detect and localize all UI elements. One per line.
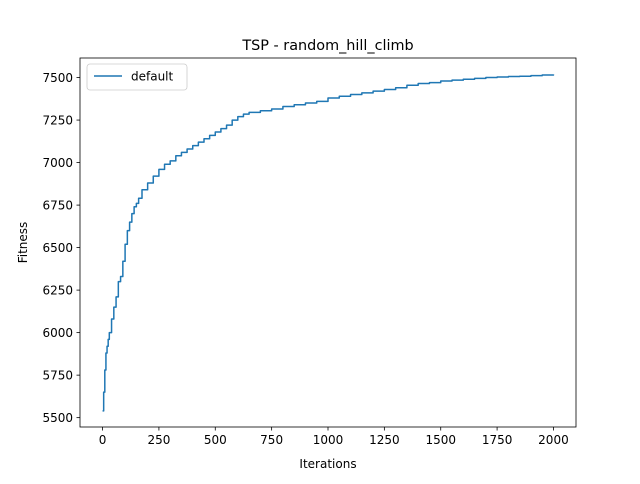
axis-ticks: 0 250 500 750 1000 1250 1500 1750 2000 5500 5750 60… xyxy=(42,71,568,447)
series-layer xyxy=(102,74,555,412)
y-tick-label: 6750 xyxy=(42,198,73,212)
x-tick-label: 1250 xyxy=(369,433,400,447)
plot-frame xyxy=(79,57,577,428)
y-tick-label: 6500 xyxy=(42,241,73,255)
legend-label: default xyxy=(131,70,174,84)
chart-title: TSP - random_hill_climb xyxy=(241,38,413,54)
legend-box xyxy=(86,63,188,91)
y-tick-label: 7250 xyxy=(42,113,73,127)
y-tick-label: 6000 xyxy=(42,326,73,340)
plot-area xyxy=(80,58,576,427)
x-tick-label: 1750 xyxy=(482,433,513,447)
y-tick-label: 5750 xyxy=(42,368,73,382)
y-tick-label: 7500 xyxy=(42,71,73,85)
series-line-default xyxy=(102,74,555,412)
x-tick-label: 2000 xyxy=(538,433,569,447)
x-tick-label: 500 xyxy=(204,433,227,447)
x-tick-label: 1500 xyxy=(425,433,456,447)
x-tick-label: 0 xyxy=(99,433,107,447)
x-tick-label: 750 xyxy=(260,433,283,447)
legend: default xyxy=(86,63,188,91)
x-tick-label: 1000 xyxy=(313,433,344,447)
y-tick-label: 6250 xyxy=(42,283,73,297)
y-tick-label: 7000 xyxy=(42,156,73,170)
y-tick-label: 5500 xyxy=(42,411,73,425)
y-axis-label: Fitness xyxy=(16,222,30,264)
x-tick-label: 250 xyxy=(147,433,170,447)
x-axis-label: Iterations xyxy=(299,457,356,471)
